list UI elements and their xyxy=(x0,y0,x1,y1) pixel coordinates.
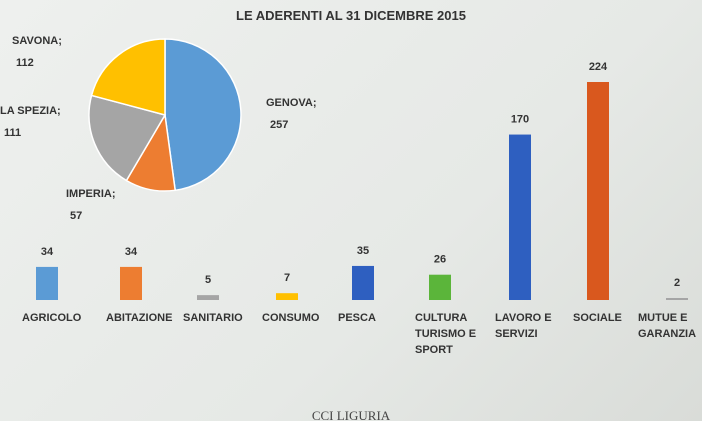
category-label: CONSUMO xyxy=(262,312,320,324)
slice-value: 57 xyxy=(70,210,83,222)
category-label: SOCIALE xyxy=(573,312,622,324)
value-label: 34 xyxy=(125,246,138,258)
bar xyxy=(429,274,451,300)
slice-value: 111 xyxy=(4,127,22,139)
value-label: 34 xyxy=(41,246,54,258)
category-label: MUTUE E GARANZIA xyxy=(638,312,697,340)
bar xyxy=(197,295,219,300)
bar xyxy=(276,293,298,300)
footer: CCI LIGURIA xyxy=(311,408,391,421)
category-label: LAVORO E SERVIZI xyxy=(495,312,552,340)
pie-slice xyxy=(164,38,242,192)
slice-value: 112 xyxy=(16,57,34,69)
value-label: 2 xyxy=(674,277,680,289)
slice-label: IMPERIA; xyxy=(66,188,116,200)
value-label: 7 xyxy=(284,272,290,284)
slice-label: GENOVA; xyxy=(266,97,317,109)
category-label: PESCA xyxy=(338,312,376,324)
category-label: CULTURA TURISMO E SPORT xyxy=(415,312,477,356)
value-label: 5 xyxy=(205,274,211,286)
category-label: ABITAZIONE xyxy=(106,312,173,324)
title: LE ADERENTI AL 31 DICEMBRE 2015 xyxy=(236,8,466,23)
slice-value: 257 xyxy=(270,119,289,131)
value-label: 170 xyxy=(511,114,529,126)
bar xyxy=(120,266,142,300)
slice-label: SAVONA; xyxy=(12,35,62,47)
pie-slice xyxy=(90,38,166,116)
value-label: 26 xyxy=(434,254,446,266)
category-label: SANITARIO xyxy=(183,312,243,324)
value-label: 224 xyxy=(589,61,608,73)
bar xyxy=(36,266,58,300)
pie-slice xyxy=(88,94,167,182)
value-label: 35 xyxy=(357,245,369,257)
category-label: AGRICOLO xyxy=(22,312,82,324)
bar xyxy=(352,265,374,300)
bar xyxy=(509,134,531,300)
slice-label: LA SPEZIA; xyxy=(0,105,61,117)
bar xyxy=(666,298,688,300)
bar xyxy=(587,82,609,300)
